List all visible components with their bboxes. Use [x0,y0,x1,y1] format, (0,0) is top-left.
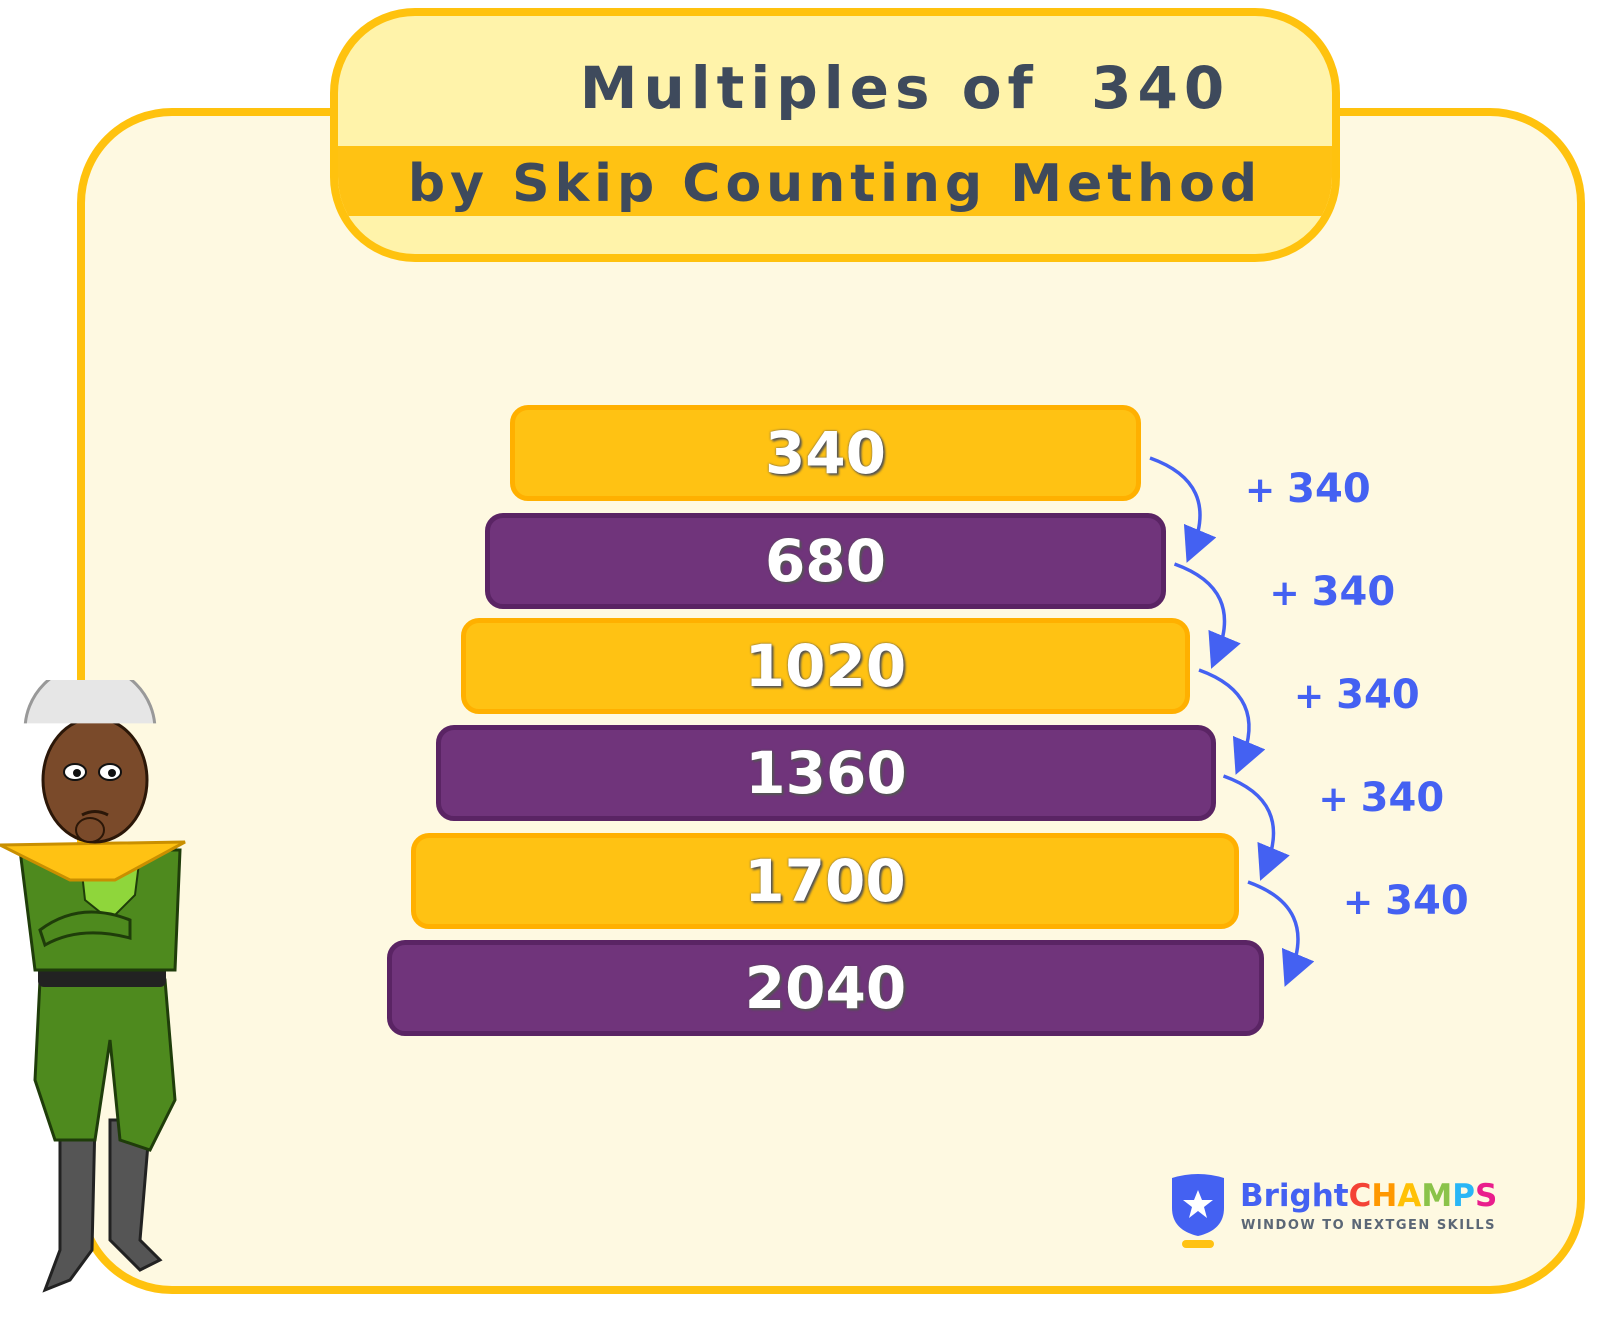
step-label: +340 [1270,569,1396,615]
brightchamps-logo-icon [1172,1174,1224,1248]
brand-letter: M [1421,1178,1453,1214]
multiple-bar: 1360 [436,725,1216,821]
title-banner: Multiples of 340 by Skip Counting Method [330,8,1340,262]
plus-sign: + [1294,676,1325,717]
step-label: +340 [1343,878,1469,924]
step-value: 340 [1287,466,1371,512]
step-value: 340 [1385,878,1469,924]
plus-sign: + [1269,573,1300,614]
brand-letter: P [1452,1178,1475,1214]
skip-arrow [1222,774,1290,881]
page-subtitle: by Skip Counting Method [407,154,1263,214]
step-label: +340 [1319,775,1445,821]
brand-part-champs: CHAMPS [1349,1178,1498,1214]
multiple-bar: 680 [485,513,1166,609]
subtitle-band [338,146,1332,216]
step-label: +340 [1245,466,1371,512]
step-value: 340 [1311,569,1396,615]
multiple-bar: 2040 [387,940,1264,1036]
brand-letter: A [1397,1178,1422,1214]
brand-letter: S [1474,1178,1498,1214]
plus-sign: + [1343,882,1374,923]
multiple-bar: 1020 [461,618,1190,714]
plus-sign: + [1318,779,1349,820]
brand-part-bright: Bright [1240,1178,1349,1214]
page-title: Multiples of 340 [579,54,1231,122]
brand-letter: H [1371,1178,1398,1214]
step-value: 340 [1336,672,1420,718]
multiple-bar: 340 [510,405,1141,501]
skip-arrow [1149,456,1217,563]
step-label: +340 [1294,672,1420,718]
thinking-character-illustration [0,680,186,1293]
brand-letter: C [1348,1178,1372,1214]
plus-sign: + [1245,470,1276,511]
skip-arrow [1247,880,1315,987]
skip-arrow [1173,562,1241,669]
brand-tagline: WINDOW TO NEXTGEN SKILLS [1241,1218,1497,1233]
skip-arrow [1198,668,1266,775]
multiple-bar: 1700 [411,833,1239,929]
step-value: 340 [1360,775,1445,821]
brand-name: BrightCHAMPS [1240,1178,1497,1214]
